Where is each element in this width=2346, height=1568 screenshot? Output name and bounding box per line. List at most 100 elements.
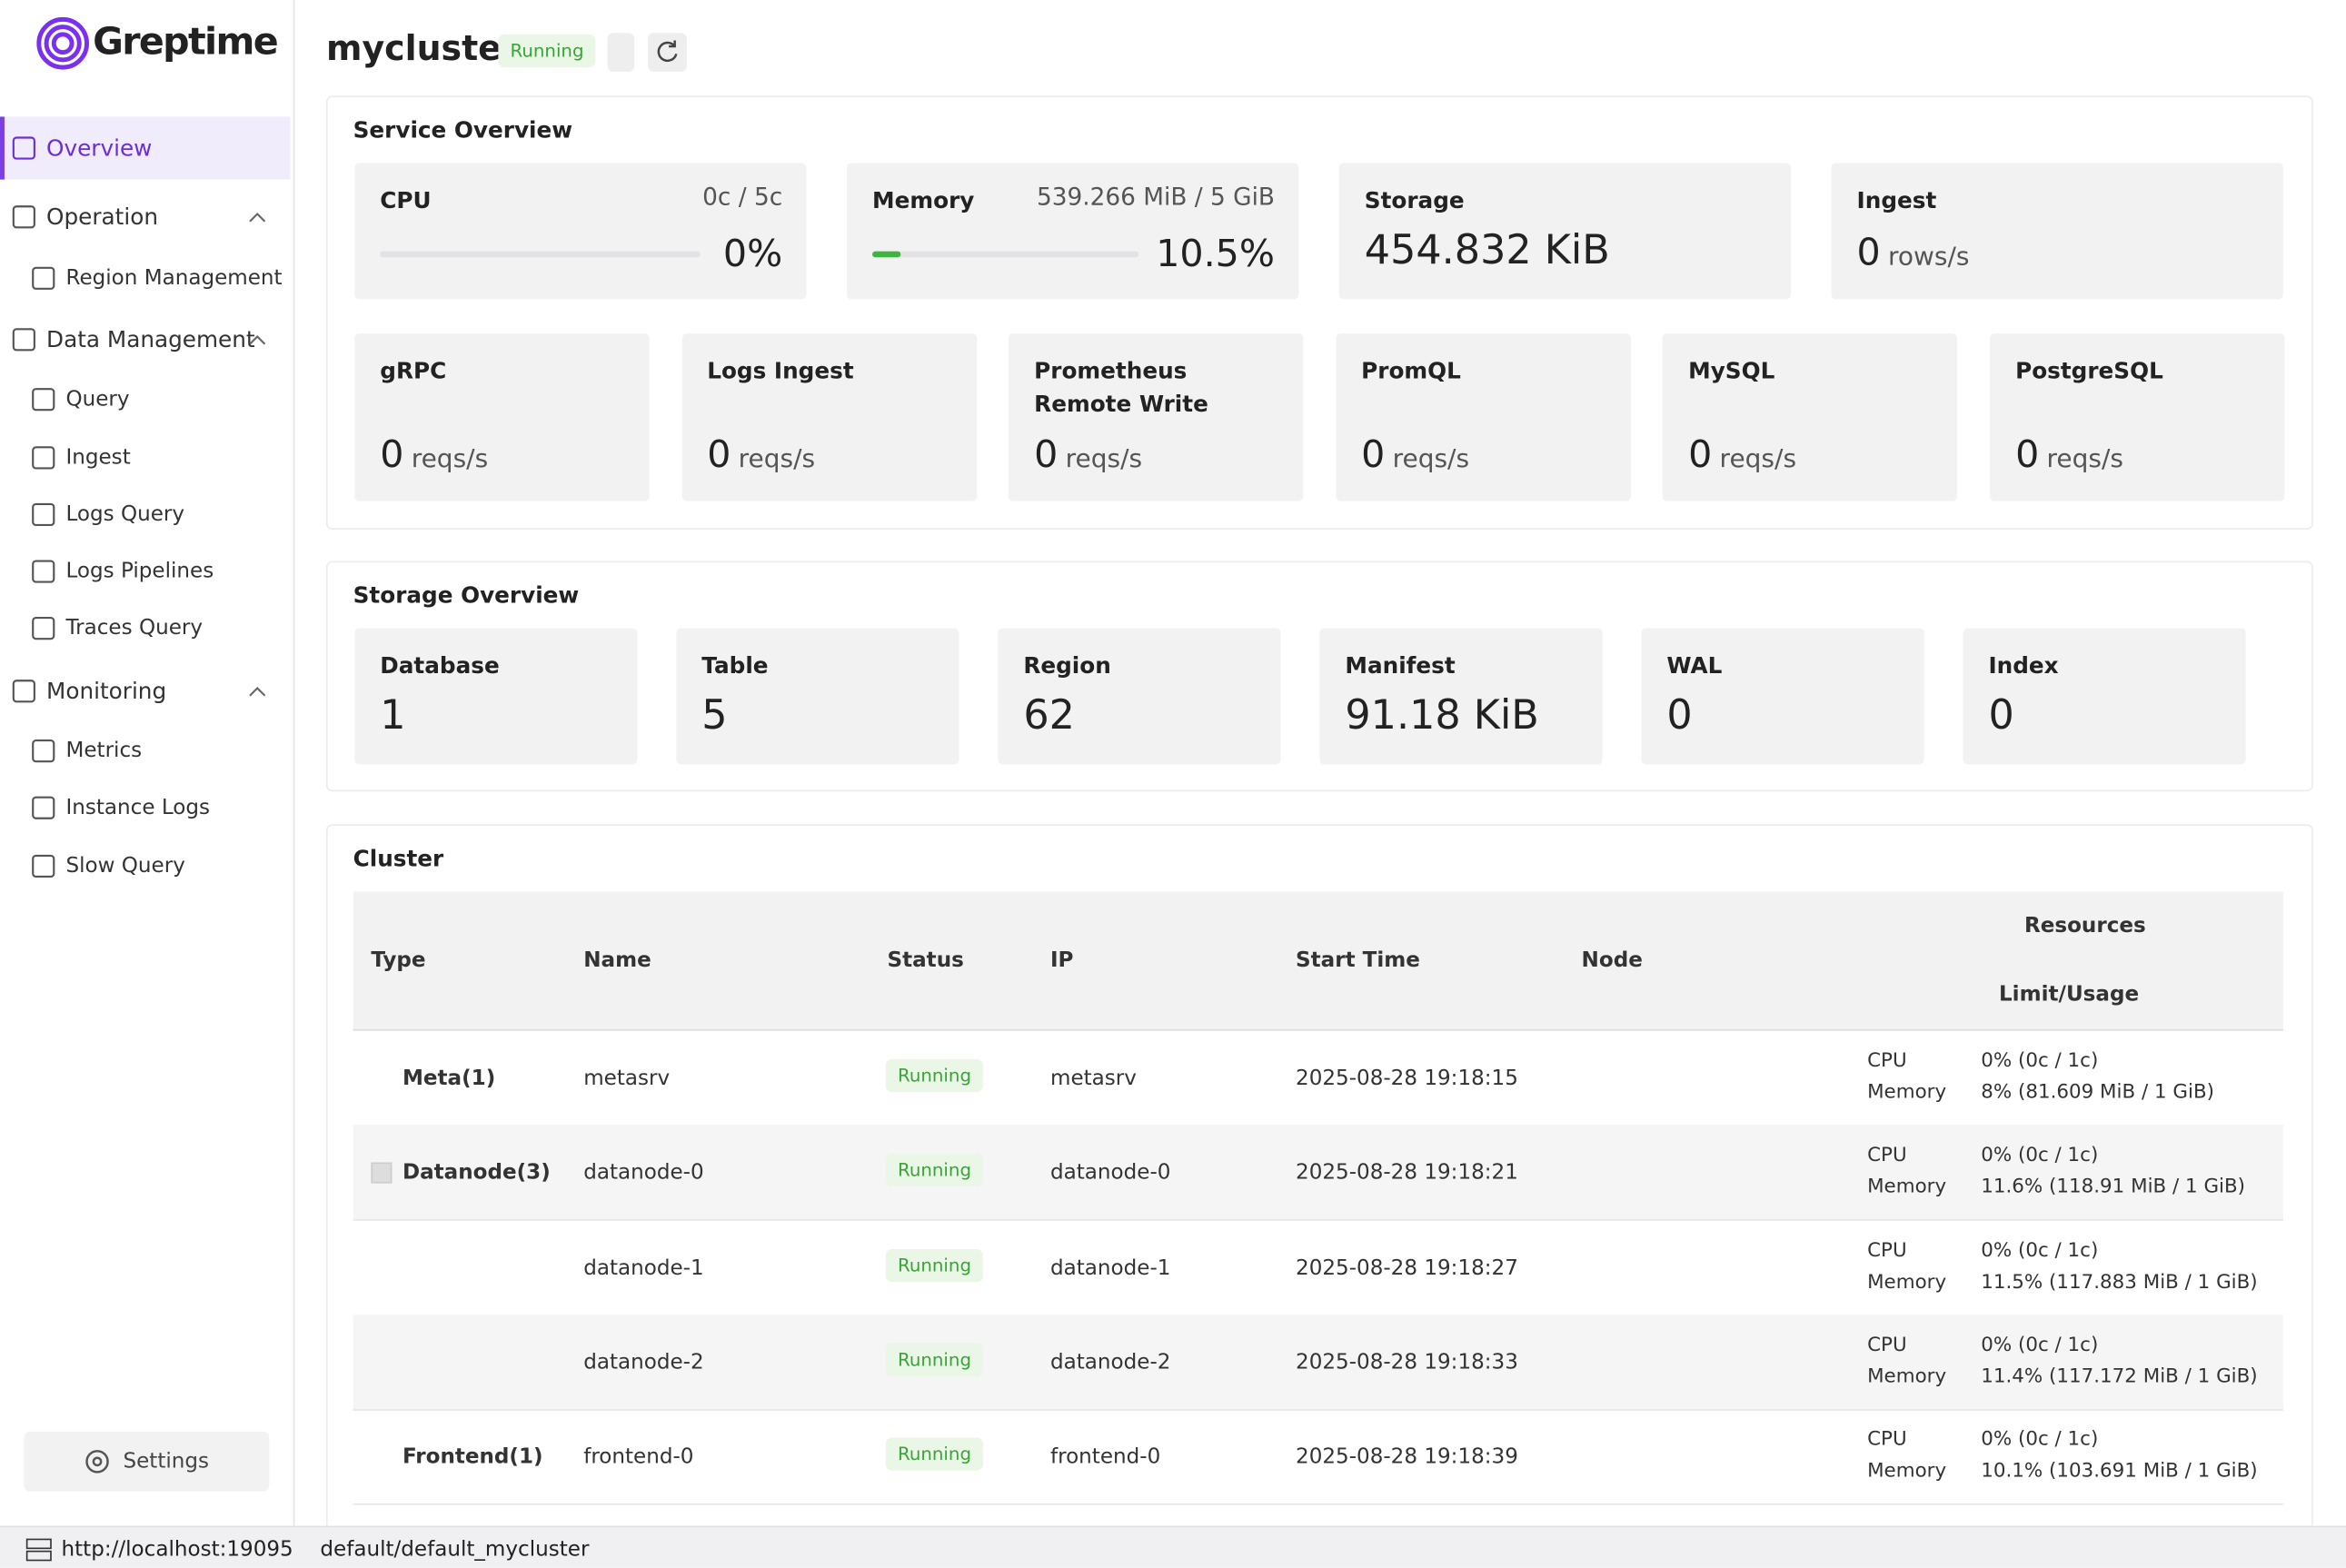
status-badge: Running <box>885 1343 984 1376</box>
resource-value: 11.6% (118.91 MiB / 1 GiB) <box>1981 1176 2246 1199</box>
card-unit: rows/s <box>1887 242 1970 273</box>
settings-button[interactable]: Settings <box>24 1431 270 1492</box>
nav-item[interactable]: Region Management <box>0 247 290 310</box>
protocol-card: MySQL 0 reqs/s <box>1663 333 1958 501</box>
nav-item[interactable]: Query <box>0 368 290 431</box>
nav-item[interactable]: Instance Logs <box>0 777 290 839</box>
card-value-row: 0 rows/s <box>1857 231 1970 274</box>
nav-label: Overview <box>46 134 153 162</box>
column-header: IP <box>1049 948 1074 973</box>
resource-label: CPU <box>1867 1239 1907 1263</box>
instance-name: frontend-0 <box>583 1445 694 1470</box>
card-usage: 539.266 MiB / 5 GiB <box>1036 182 1275 212</box>
resource-value: 0% (0c / 1c) <box>1981 1239 2099 1263</box>
nav-label: Monitoring <box>46 677 167 705</box>
card-label: PromQL <box>1361 357 1461 385</box>
nav-item[interactable]: Logs Query <box>0 483 290 546</box>
nav-item[interactable]: Slow Query <box>0 835 290 898</box>
resource-label: Memory <box>1867 1460 1947 1484</box>
card-value-row: 0 reqs/s <box>1034 432 1142 476</box>
card-value: 0 <box>1666 692 1693 739</box>
column-header: Start Time <box>1296 948 1420 973</box>
nav-item[interactable]: Logs Pipelines <box>0 540 290 602</box>
nav-label: Region Management <box>65 266 283 291</box>
card-value: 1 <box>380 692 406 739</box>
storage-card: Storage 454.832 KiB <box>1338 163 1792 300</box>
protocol-card: PostgreSQL 0 reqs/s <box>1990 333 2285 501</box>
instance-ip: datanode-1 <box>1049 1255 1171 1280</box>
status-badge: Running <box>885 1058 984 1093</box>
nav-item[interactable]: Traces Query <box>0 597 290 660</box>
card-label: MySQL <box>1688 357 1775 385</box>
section-title: Storage Overview <box>353 581 580 610</box>
card-label: Memory <box>872 186 975 214</box>
logo: Greptime <box>93 19 279 64</box>
nav-label: Logs Query <box>65 502 185 527</box>
ingest-card: Ingest 0 rows/s <box>1831 163 2283 300</box>
card-label: Table <box>701 651 769 680</box>
card-percent: 10.5% <box>1156 232 1275 275</box>
card-label: CPU <box>380 186 432 214</box>
nav-item[interactable]: Operation <box>0 185 290 248</box>
node-type-label: Meta(1) <box>402 1067 496 1091</box>
card-value: 0 <box>1856 230 1881 274</box>
start-time: 2025-08-28 19:18:39 <box>1296 1445 1518 1470</box>
resource-label: Memory <box>1867 1176 1947 1199</box>
card-value: 0 <box>2015 432 2040 476</box>
storage-stat-card: Region 62 <box>998 628 1281 765</box>
storage-stat-card: Table 5 <box>676 628 959 765</box>
resource-label: Memory <box>1867 1271 1947 1294</box>
nav-item[interactable]: Metrics <box>0 719 290 782</box>
card-label: Region <box>1023 651 1111 680</box>
storage-overview: Storage Overview Database 1 Table 5 Region 62… <box>325 561 2313 792</box>
nav-item[interactable]: Ingest <box>0 426 290 489</box>
table-row: Meta(1) metasrv Running metasrv 2025-08-28 1… <box>353 1031 2283 1126</box>
progress-bar <box>872 251 900 258</box>
status-badge: Running <box>498 34 596 68</box>
card-value: 0 <box>1688 432 1713 476</box>
refresh-button[interactable] <box>648 33 687 73</box>
nav-label: Slow Query <box>65 854 185 878</box>
resource-value: 0% (0c / 1c) <box>1981 1145 2099 1167</box>
nav-label: Operation <box>46 203 158 231</box>
instance-ip: datanode-2 <box>1049 1350 1171 1375</box>
progress-track <box>872 251 1139 258</box>
resource-value: 11.4% (117.172 MiB / 1 GiB) <box>1981 1365 2258 1388</box>
nav-label: Instance Logs <box>65 796 211 820</box>
collapse-toggle[interactable] <box>371 1162 393 1185</box>
table-row: datanode-2 Running datanode-2 2025-08-28 19… <box>353 1315 2283 1411</box>
status-badge: Running <box>885 1154 984 1187</box>
nav-label: Traces Query <box>65 616 204 640</box>
cpu-card: CPU 0c / 5c 0% <box>354 163 807 300</box>
card-value: 91.18 KiB <box>1345 692 1539 739</box>
section-title: Cluster <box>353 845 444 873</box>
card-label: Ingest <box>1856 186 1937 214</box>
nav-label: Logs Pipelines <box>65 559 214 584</box>
resource-value: 11.5% (117.883 MiB / 1 GiB) <box>1981 1271 2258 1294</box>
card-unit: reqs/s <box>411 444 489 475</box>
node-type: Frontend(1) <box>403 1445 543 1469</box>
section-title: Service Overview <box>353 116 573 144</box>
card-label: WAL <box>1666 651 1723 680</box>
nav-item[interactable]: Monitoring <box>0 660 290 722</box>
start-time: 2025-08-28 19:18:27 <box>1296 1255 1518 1280</box>
card-value: 0 <box>1034 432 1059 476</box>
card-percent: 0% <box>722 232 783 275</box>
status-badge: Running <box>885 1248 984 1282</box>
blank-button[interactable] <box>607 33 635 73</box>
resource-value: 0% (0c / 1c) <box>1981 1049 2099 1073</box>
storage-stat-card: Manifest 91.18 KiB <box>1319 628 1603 765</box>
nav-item[interactable]: Data Management <box>0 308 290 371</box>
logo-icon <box>36 16 89 70</box>
nav-label: Ingest <box>65 445 131 471</box>
node-type: Datanode(3) <box>371 1161 551 1186</box>
namespace: default/default_mycluster <box>320 1537 590 1563</box>
card-value-row: 0 reqs/s <box>707 432 815 476</box>
table-row: Datanode(3) datanode-0 Running datanode-0 20… <box>353 1125 2283 1222</box>
node-type: Meta(1) <box>403 1067 495 1090</box>
card-label: gRPC <box>380 357 447 385</box>
instance-ip: metasrv <box>1049 1067 1137 1091</box>
card-label: Storage <box>1364 186 1465 214</box>
nav-item[interactable]: Overview <box>0 116 291 180</box>
resource-label: Memory <box>1867 1365 1947 1388</box>
